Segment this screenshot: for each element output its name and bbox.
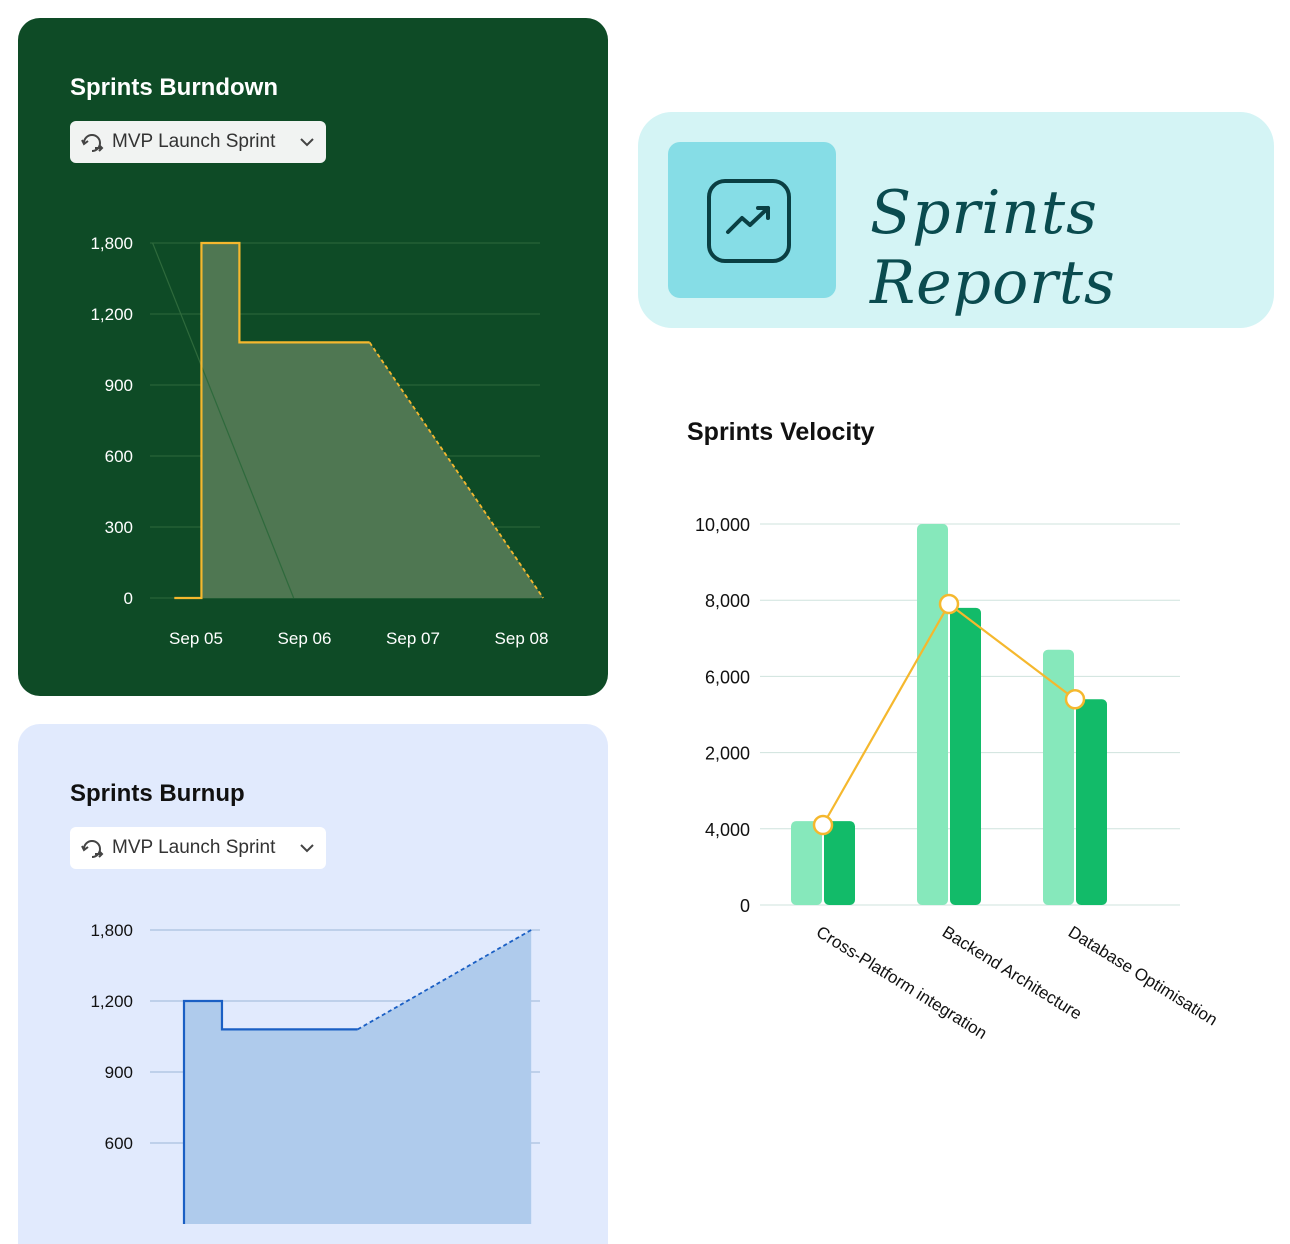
burndown-y-tick: 1,200 bbox=[90, 305, 133, 324]
burndown-x-tick: Sep 06 bbox=[278, 629, 332, 648]
velocity-bar bbox=[950, 607, 981, 905]
velocity-bar bbox=[1043, 649, 1074, 905]
burnup-y-tick: 1,200 bbox=[90, 992, 133, 1011]
sprint-cycle-icon bbox=[81, 840, 104, 858]
burndown-x-tick: Sep 08 bbox=[495, 629, 549, 648]
reports-icon-box bbox=[668, 142, 836, 298]
burndown-ideal-line bbox=[152, 242, 295, 599]
burndown-sprint-select[interactable]: MVP Launch Sprint bbox=[70, 121, 326, 163]
reports-banner: Sprints Reports bbox=[638, 112, 1274, 328]
burnup-projected-line bbox=[357, 929, 532, 1031]
burndown-y-tick: 300 bbox=[105, 518, 133, 537]
velocity-point bbox=[1064, 689, 1086, 710]
trend-up-icon bbox=[707, 179, 791, 263]
burndown-x-tick: Sep 07 bbox=[386, 629, 440, 648]
burndown-actual-line bbox=[174, 241, 370, 600]
velocity-title: Sprints Velocity bbox=[687, 418, 875, 446]
burnup-chart: 600 900 1,200 1,800 bbox=[90, 921, 540, 1224]
velocity-y-tick: 0 bbox=[740, 896, 750, 916]
velocity-bar bbox=[917, 524, 948, 905]
velocity-y-tick: 2,000 bbox=[705, 744, 750, 764]
velocity-y-tick: 4,000 bbox=[705, 820, 750, 840]
velocity-point bbox=[938, 593, 960, 615]
burndown-chart: 0 300 600 900 1,200 1,800 Sep 05 Sep 06 Sep 07 S… bbox=[90, 234, 549, 648]
burnup-y-tick: 1,800 bbox=[90, 921, 133, 940]
sprint-select-label: MVP Launch Sprint bbox=[112, 837, 276, 858]
velocity-point bbox=[812, 814, 834, 836]
burnup-title: Sprints Burnup bbox=[70, 780, 245, 807]
burnup-y-tick: 600 bbox=[105, 1134, 133, 1153]
burndown-y-tick: 1,800 bbox=[90, 234, 133, 253]
burnup-y-tick: 900 bbox=[105, 1063, 133, 1082]
burndown-y-tick: 600 bbox=[105, 447, 133, 466]
velocity-bar bbox=[1076, 699, 1107, 905]
sprint-select-label: MVP Launch Sprint bbox=[112, 131, 276, 152]
sprint-cycle-icon bbox=[81, 134, 104, 152]
velocity-y-tick: 8,000 bbox=[705, 591, 750, 611]
velocity-x-tick: Database Optimisation bbox=[1065, 922, 1221, 1029]
burnup-actual-line bbox=[182, 999, 358, 1224]
burndown-title: Sprints Burndown bbox=[70, 74, 278, 101]
reports-title: Sprints Reports bbox=[870, 178, 1116, 318]
burndown-y-tick: 900 bbox=[105, 376, 133, 395]
velocity-line bbox=[822, 602, 1076, 826]
chevron-down-icon bbox=[300, 138, 314, 147]
burndown-card: Sprints Burndown MVP Launch Sprint 0 300 6… bbox=[18, 18, 608, 696]
burndown-y-tick: 0 bbox=[124, 589, 133, 608]
burndown-x-tick: Sep 05 bbox=[169, 629, 223, 648]
velocity-y-tick: 10,000 bbox=[695, 515, 750, 535]
burndown-projected-line bbox=[368, 341, 544, 599]
velocity-bar bbox=[824, 821, 855, 905]
burnup-card: Sprints Burnup MVP Launch Sprint 600 900 1… bbox=[18, 724, 608, 1244]
burndown-area bbox=[201, 243, 544, 598]
burnup-sprint-select[interactable]: MVP Launch Sprint bbox=[70, 827, 326, 869]
velocity-y-tick: 6,000 bbox=[705, 667, 750, 687]
burnup-area bbox=[184, 930, 532, 1224]
velocity-bar bbox=[791, 821, 822, 905]
chevron-down-icon bbox=[300, 844, 314, 853]
